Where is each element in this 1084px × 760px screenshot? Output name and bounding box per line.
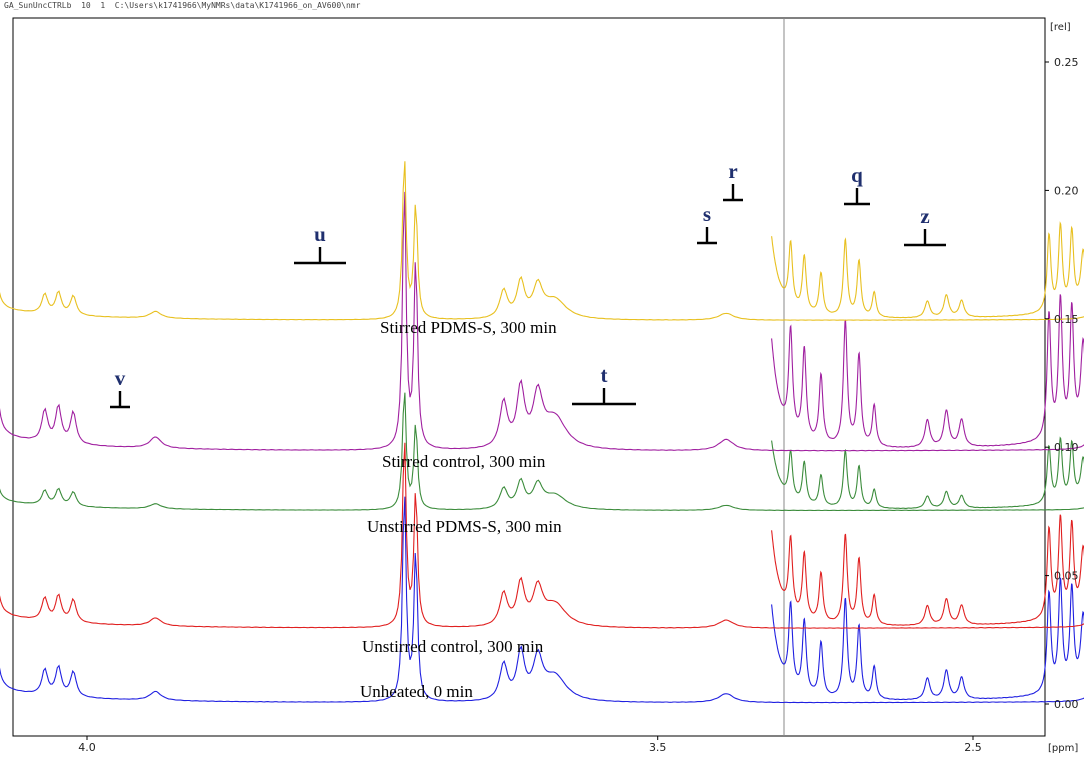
peak-label-s: s	[703, 202, 711, 226]
series-label-2: Unstirred control, 300 min	[362, 637, 544, 656]
series-label-4: Stirred control, 300 min	[382, 452, 546, 471]
x-tick-label: 4.0	[78, 741, 96, 754]
series-line-1-seg-2	[771, 577, 1084, 701]
y-tick-label: 0.10	[1054, 441, 1079, 454]
series-line-5-seg-1	[0, 161, 1084, 321]
series-line-5-seg-2	[771, 221, 1084, 319]
y-axis-unit: [rel]	[1050, 22, 1071, 33]
peak-annotation-z: z	[904, 204, 946, 247]
plot-frame	[12, 17, 1046, 737]
peak-annotation-r: r	[723, 159, 743, 202]
peak-annotation-t: t	[572, 363, 636, 406]
series-label-3: Unstirred PDMS-S, 300 min	[367, 517, 562, 536]
series-line-3-seg-1	[0, 392, 1084, 512]
y-tick-label: 0.25	[1054, 56, 1079, 69]
series-line-2-seg-2	[771, 514, 1084, 626]
series-line-1-seg-1	[0, 496, 1084, 704]
series-label-1: Unheated, 0 min	[360, 682, 473, 701]
peak-label-u: u	[314, 222, 326, 246]
x-axis-unit: [ppm]	[1048, 743, 1078, 754]
file-path-header: GA_SunUncCTRLb 10 1 C:\Users\k1741966\My…	[4, 1, 361, 10]
y-tick-label: 0.05	[1054, 570, 1079, 583]
series-label-5: Stirred PDMS-S, 300 min	[380, 318, 557, 337]
y-tick-label: 0.15	[1054, 313, 1079, 326]
peak-label-r: r	[728, 159, 737, 183]
peak-label-t: t	[601, 363, 608, 387]
peak-annotation-v: v	[110, 366, 130, 409]
x-tick-label: 3.5	[649, 741, 667, 754]
peak-label-z: z	[920, 204, 929, 228]
peak-annotation-q: q	[844, 163, 870, 206]
series-line-4-seg-2	[771, 294, 1084, 448]
series-line-2-seg-1	[0, 442, 1084, 629]
y-tick-label: 0.00	[1054, 698, 1079, 711]
y-tick-label: 0.20	[1054, 184, 1079, 197]
peak-label-v: v	[115, 366, 126, 390]
peak-label-q: q	[851, 163, 863, 187]
peak-annotation-s: s	[697, 202, 717, 245]
series-line-3-seg-2	[771, 436, 1084, 509]
series-line-4-seg-1	[0, 191, 1084, 452]
x-tick-label: 2.5	[964, 741, 982, 754]
peak-annotation-u: u	[294, 222, 346, 265]
